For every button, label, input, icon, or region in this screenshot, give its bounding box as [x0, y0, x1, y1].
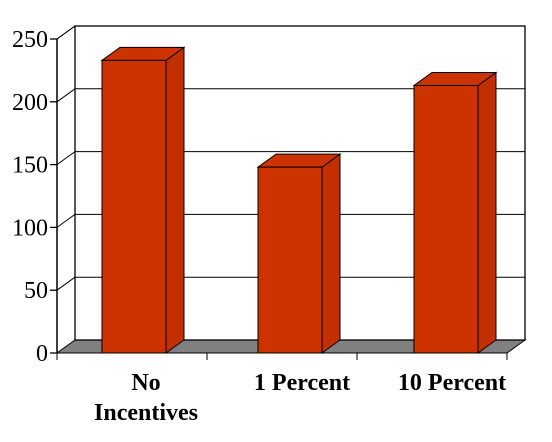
side-gridline [56, 151, 76, 166]
y-tick-label: 250 [12, 27, 48, 53]
x-category-label: No Incentives [94, 370, 198, 426]
x-category-line: 1 Percent [254, 370, 350, 396]
bar-2 [256, 153, 342, 354]
bar-3 [412, 71, 498, 354]
bar-side [321, 153, 341, 354]
side-gridline [56, 213, 76, 228]
bar-1 [100, 46, 186, 354]
x-category-line: 10 Percent [398, 370, 506, 396]
y-tick-label: 50 [24, 278, 48, 304]
x-category-line: Incentives [94, 400, 198, 426]
y-tick-label: 100 [12, 215, 48, 241]
y-tick-label: 0 [36, 341, 48, 367]
y-tick-label: 150 [12, 153, 48, 179]
bar-side [477, 71, 497, 354]
y-tick-label: 200 [12, 90, 48, 116]
side-gridline [56, 88, 76, 103]
x-category-label: 1 Percent [254, 370, 350, 396]
side-gridline [56, 276, 76, 291]
bar-front [101, 59, 167, 354]
bar-side [165, 46, 185, 354]
side-wall-top [56, 25, 76, 40]
bar-front [413, 84, 479, 354]
x-category-line: No [131, 370, 160, 396]
bar-front [257, 166, 323, 354]
x-category-label: 10 Percent [398, 370, 506, 396]
